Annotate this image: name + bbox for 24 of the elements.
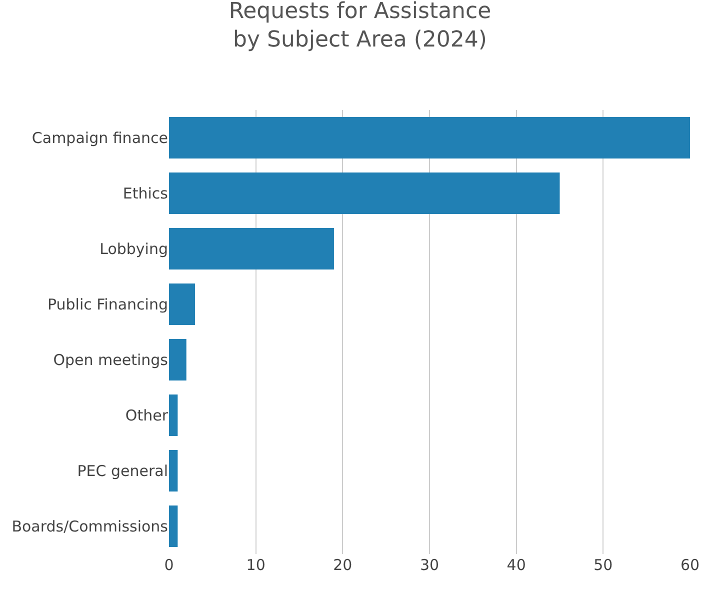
bar (169, 283, 196, 326)
x-tick-label: 40 (506, 556, 526, 574)
bar (169, 450, 178, 492)
x-tick-label: 10 (246, 556, 266, 574)
x-tick-label: 20 (333, 556, 352, 574)
x-tick-label: 30 (420, 556, 440, 574)
y-tick-label: Boards/Commissions (12, 518, 168, 536)
y-tick-label: Public Financing (47, 296, 168, 314)
x-tick-label: 50 (594, 556, 613, 574)
x-tick-label: 60 (680, 556, 700, 574)
y-tick-label: Campaign finance (32, 129, 168, 147)
chart-title: Requests for Assistance by Subject Area (2024) (228, 0, 492, 53)
y-tick-label: Ethics (122, 184, 168, 202)
y-tick-label: PEC general (77, 462, 168, 480)
bar (169, 505, 178, 548)
bar (169, 394, 178, 436)
x-tick-label: 0 (164, 556, 174, 574)
bar (169, 116, 690, 159)
bar (169, 172, 560, 214)
y-tick-label: Other (125, 406, 169, 424)
y-tick-label: Open meetings (53, 351, 168, 369)
bar (169, 228, 334, 270)
y-tick-label: Lobbying (100, 240, 168, 258)
bar (169, 338, 186, 381)
